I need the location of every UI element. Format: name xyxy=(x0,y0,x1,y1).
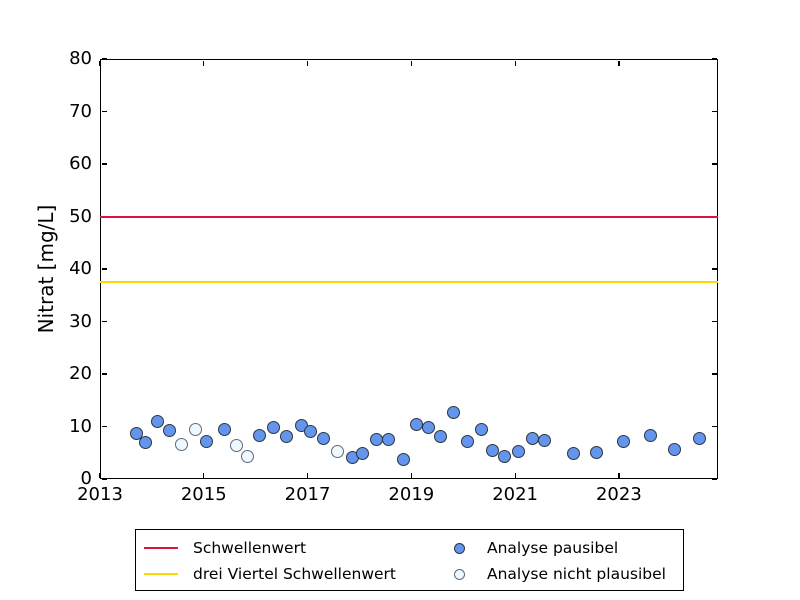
x-tick-mark xyxy=(410,472,413,478)
x-tick-mark-top xyxy=(410,60,413,66)
x-tick-label: 2015 xyxy=(180,484,227,505)
x-tick-mark xyxy=(306,472,309,478)
data-point-plausible xyxy=(616,435,630,449)
y-tick-mark-right xyxy=(711,320,717,323)
data-point-plausible xyxy=(162,423,176,437)
data-point-plausible xyxy=(589,446,603,460)
data-point-plausible xyxy=(304,425,318,439)
data-point-plausible xyxy=(498,449,512,463)
data-point-plausible xyxy=(397,452,411,466)
y-tick-label: 20 xyxy=(69,363,92,384)
y-tick-label: 50 xyxy=(69,205,92,227)
y-tick-mark-right xyxy=(711,373,717,375)
y-tick-label: 70 xyxy=(69,100,92,122)
y-tick-mark xyxy=(101,58,107,60)
filled-circle-swatch xyxy=(454,542,465,554)
data-point-plausible xyxy=(486,443,500,457)
data-point-not-plausible xyxy=(188,422,202,436)
y-tick-label: 60 xyxy=(69,153,92,174)
data-point-plausible xyxy=(567,447,581,461)
legend-item-analyse-nicht-plausibel: Analyse nicht plausibel xyxy=(446,561,666,587)
x-tick-label: 2019 xyxy=(388,484,435,505)
data-point-plausible xyxy=(253,428,267,442)
data-point-plausible xyxy=(267,420,281,434)
x-tick-mark-top xyxy=(203,60,205,66)
y-tick-mark-right xyxy=(711,163,717,165)
y-tick-label: 80 xyxy=(69,48,92,69)
x-tick-mark xyxy=(618,472,620,478)
y-tick-mark-right xyxy=(711,58,717,60)
y-tick-label: 10 xyxy=(69,415,92,437)
red-line-swatch xyxy=(144,547,178,549)
data-point-not-plausible xyxy=(230,438,244,452)
legend: Schwellenwert drei Viertel Schwellenwert… xyxy=(135,529,684,591)
schwellenwert-line xyxy=(100,215,718,218)
y-tick-mark-right xyxy=(711,268,717,270)
y-tick-label: 40 xyxy=(69,258,92,279)
plot-area xyxy=(100,59,718,479)
data-point-not-plausible xyxy=(175,437,189,451)
open-circle-swatch xyxy=(454,568,465,580)
y-tick-mark-right xyxy=(711,425,717,428)
y-tick-mark xyxy=(101,320,107,323)
legend-item-schwellenwert: Schwellenwert xyxy=(144,535,306,561)
legend-label: Analyse pausibel xyxy=(487,539,619,557)
data-point-plausible xyxy=(410,417,424,431)
y-tick-mark xyxy=(101,268,107,270)
data-point-plausible xyxy=(200,434,214,448)
y-tick-mark xyxy=(101,478,107,480)
y-tick-label: 0 xyxy=(80,468,92,489)
x-tick-mark-top xyxy=(99,60,101,66)
x-tick-label: 2017 xyxy=(284,484,331,505)
data-point-plausible xyxy=(511,444,525,458)
data-point-plausible xyxy=(693,431,707,445)
legend-item-drei-viertel-schwellenwert: drei Viertel Schwellenwert xyxy=(144,561,396,587)
gold-line-swatch xyxy=(144,573,178,575)
legend-item-analyse-pausibel: Analyse pausibel xyxy=(446,535,618,561)
y-tick-mark xyxy=(101,163,107,165)
data-point-plausible xyxy=(433,429,447,443)
data-point-plausible xyxy=(537,433,551,447)
x-tick-mark-top xyxy=(618,60,620,66)
data-point-plausible xyxy=(461,434,475,448)
y-tick-mark xyxy=(101,425,107,428)
data-point-plausible xyxy=(475,423,489,437)
data-point-plausible xyxy=(421,421,435,435)
data-point-plausible xyxy=(129,427,143,441)
x-tick-mark-top xyxy=(514,60,516,66)
x-tick-mark xyxy=(514,472,516,478)
data-point-plausible xyxy=(668,442,682,456)
data-point-plausible xyxy=(150,415,164,429)
y-tick-mark-right xyxy=(711,478,717,480)
data-point-plausible xyxy=(218,422,232,436)
y-tick-label: 30 xyxy=(69,310,92,332)
legend-label: drei Viertel Schwellenwert xyxy=(193,565,396,583)
data-point-plausible xyxy=(356,446,370,460)
data-point-plausible xyxy=(643,428,657,442)
legend-label: Schwellenwert xyxy=(193,539,307,557)
data-point-plausible xyxy=(139,435,153,449)
drei-viertel-schwellenwert-line xyxy=(100,281,718,284)
data-point-plausible xyxy=(382,432,395,446)
y-tick-mark xyxy=(101,373,107,375)
data-point-plausible xyxy=(280,429,294,443)
x-tick-label: 2021 xyxy=(492,484,539,505)
x-tick-mark xyxy=(203,472,205,478)
legend-label: Analyse nicht plausibel xyxy=(487,565,666,583)
data-point-plausible xyxy=(316,431,330,445)
x-tick-mark xyxy=(99,472,101,478)
y-tick-mark xyxy=(101,110,107,113)
data-point-plausible xyxy=(447,406,461,420)
data-point-not-plausible xyxy=(330,445,344,459)
y-tick-mark-right xyxy=(711,110,717,113)
x-tick-mark-top xyxy=(306,60,309,66)
x-tick-label: 2023 xyxy=(595,484,642,505)
x-tick-label: 2013 xyxy=(77,484,123,505)
data-point-not-plausible xyxy=(241,450,255,464)
